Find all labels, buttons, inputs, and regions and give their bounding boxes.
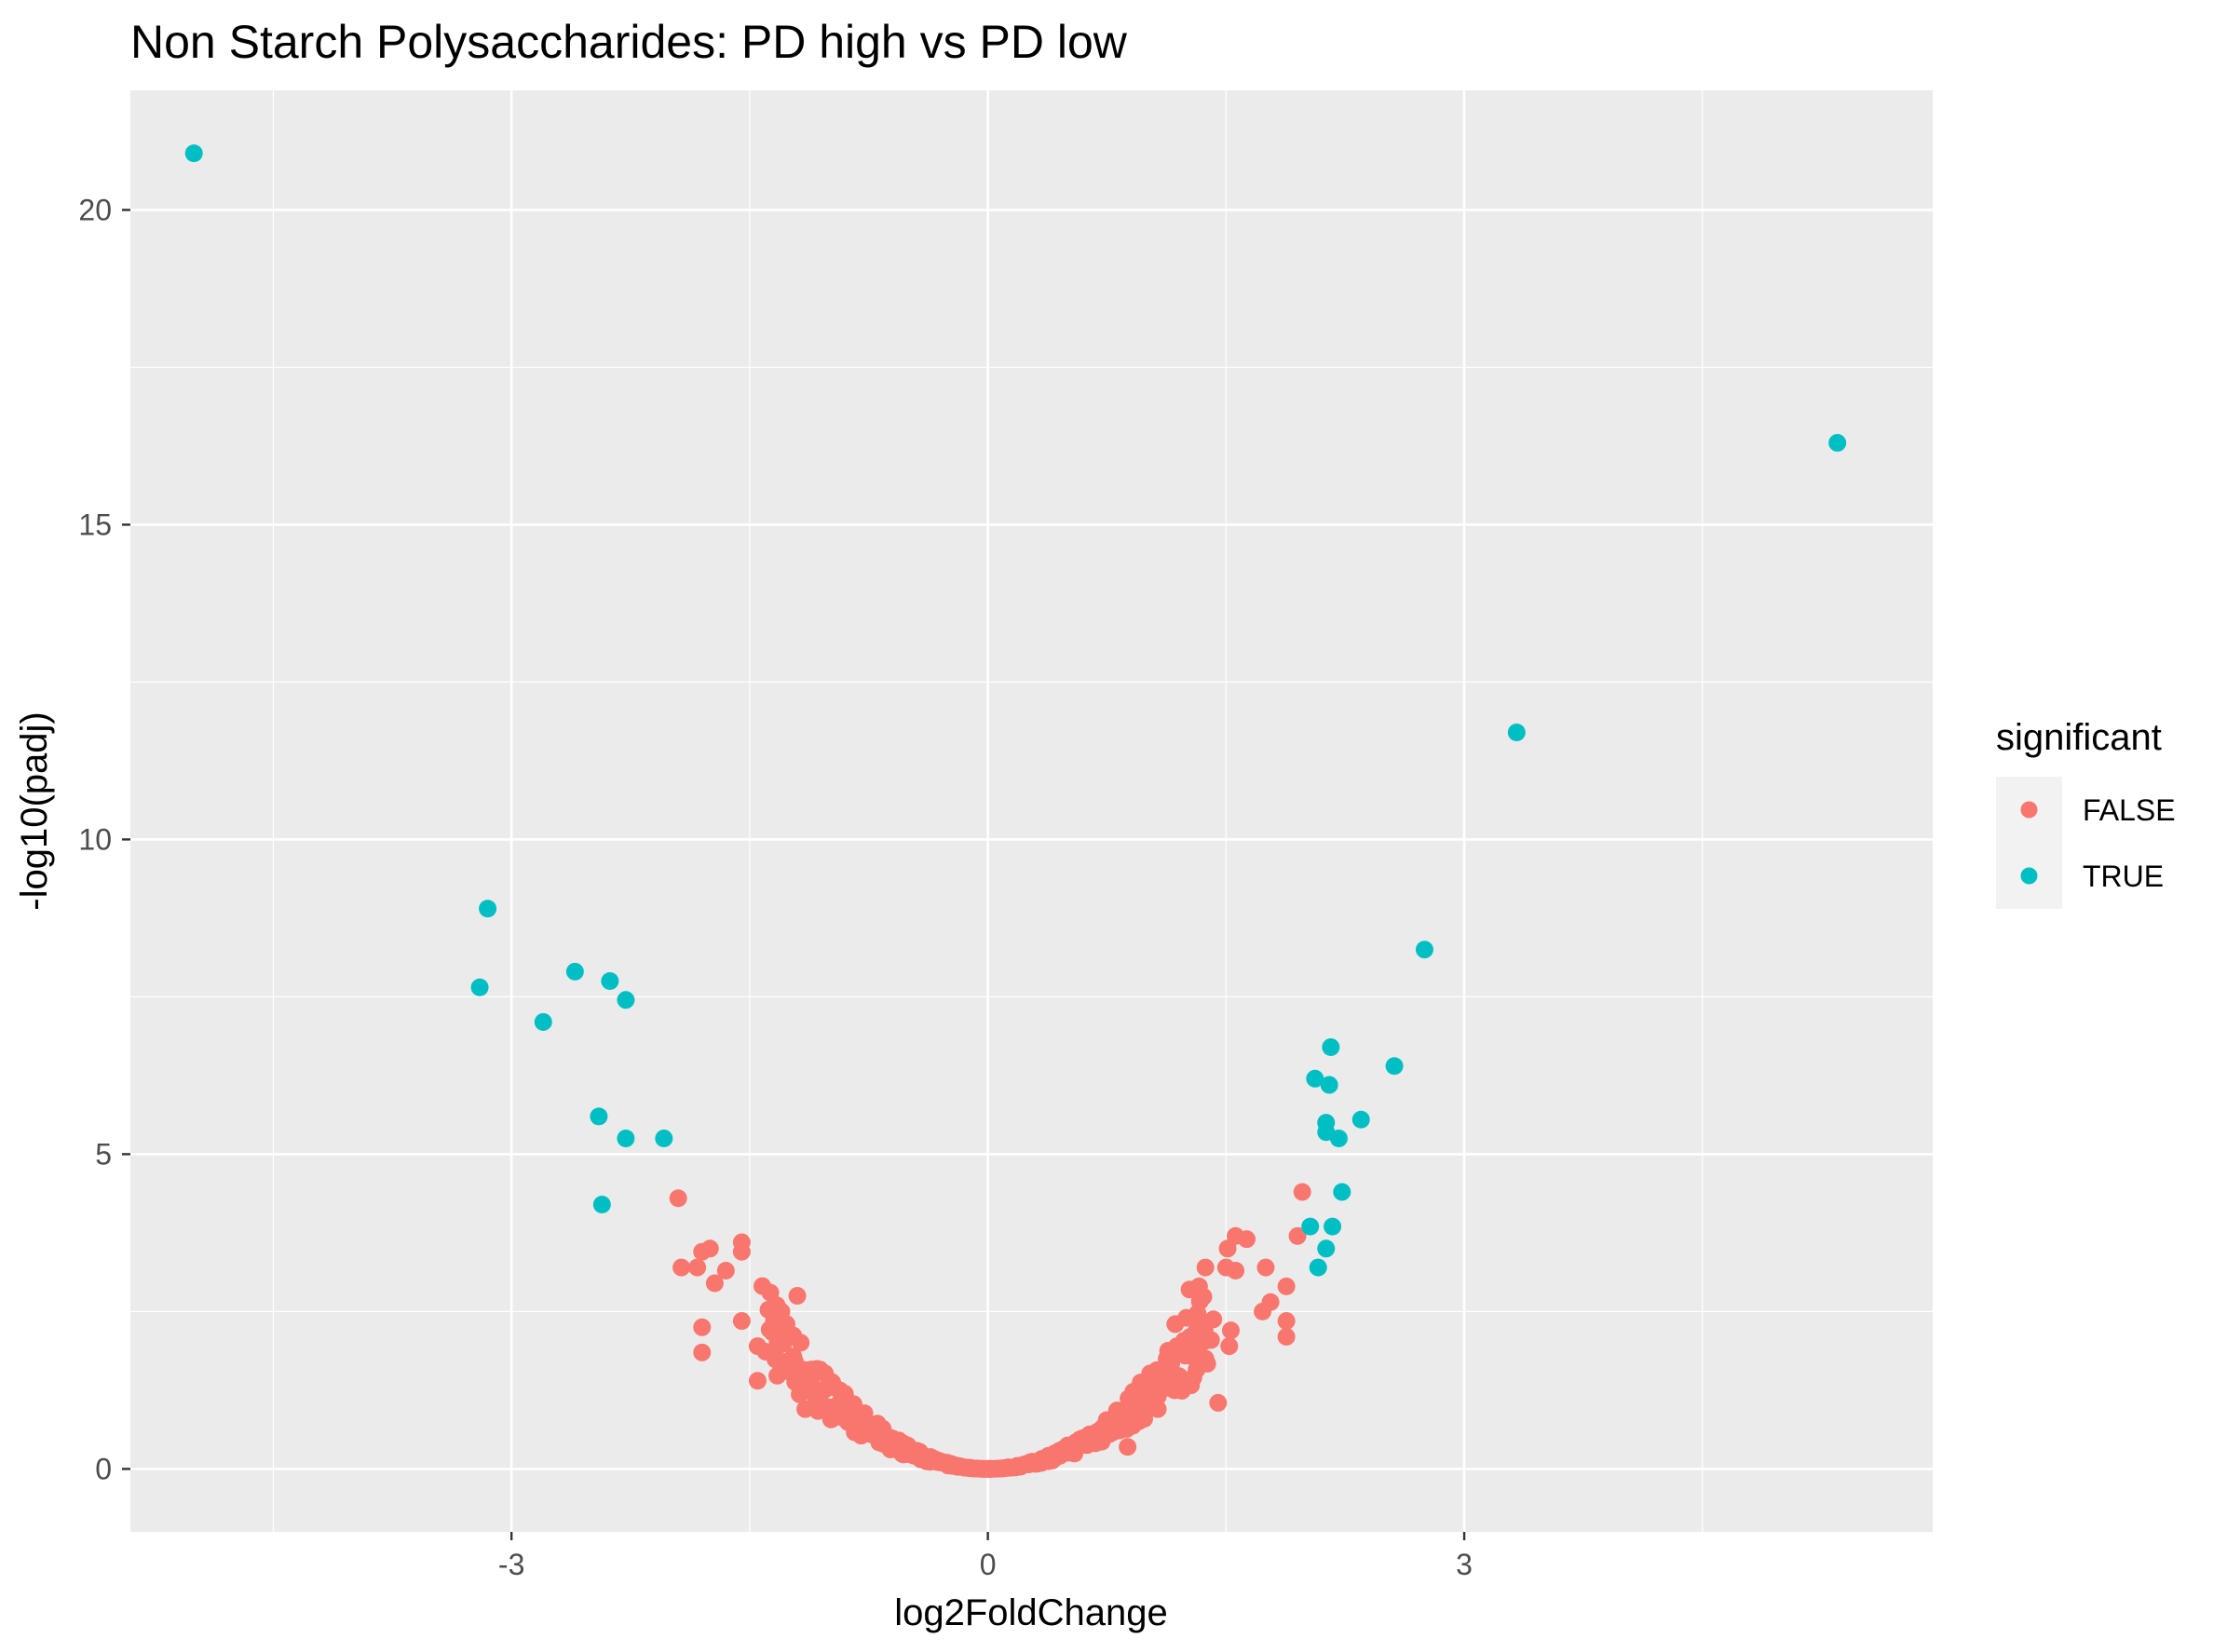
plot-panel (130, 90, 1933, 1532)
point-false (1220, 1337, 1239, 1356)
series-true-points (184, 144, 1847, 1277)
y-tick-label: 15 (78, 508, 112, 541)
point-true (565, 962, 584, 981)
point-true (1415, 941, 1433, 959)
y-tick-label: 5 (95, 1137, 112, 1171)
point-false (1238, 1230, 1256, 1249)
point-true (1301, 1217, 1320, 1236)
chart-title: Non Starch Polysaccharides: PD high vs P… (130, 16, 1128, 68)
point-false (1209, 1393, 1228, 1412)
point-false (669, 1189, 687, 1208)
point-false (705, 1274, 724, 1293)
point-false (1204, 1310, 1223, 1329)
point-true (184, 144, 203, 163)
point-false (1218, 1239, 1237, 1258)
point-false (1180, 1280, 1199, 1299)
point-true (1333, 1183, 1351, 1201)
point-false (1119, 1438, 1137, 1456)
legend-label-true: TRUE (2083, 860, 2164, 893)
x-tick-label: 0 (980, 1548, 997, 1581)
point-false (1288, 1226, 1307, 1245)
point-true (655, 1130, 673, 1148)
y-tick-label: 20 (78, 193, 112, 226)
point-true (1320, 1076, 1338, 1094)
x-tick-label: -3 (498, 1548, 524, 1581)
point-false (792, 1334, 810, 1352)
point-true (1309, 1258, 1327, 1277)
point-false (754, 1277, 772, 1295)
point-true (1324, 1217, 1342, 1236)
point-false (693, 1318, 712, 1336)
point-false (1188, 1304, 1207, 1322)
point-false (672, 1258, 691, 1277)
point-false (1277, 1327, 1296, 1346)
point-true (1329, 1130, 1348, 1148)
x-tick-label: 3 (1456, 1548, 1473, 1581)
point-false (1166, 1315, 1185, 1334)
point-false (1216, 1258, 1235, 1277)
point-false (1277, 1277, 1296, 1295)
x-axis-label: log2FoldChange (894, 1592, 1168, 1633)
point-true (1351, 1110, 1370, 1129)
point-true (592, 1195, 611, 1213)
point-false (1221, 1321, 1240, 1340)
point-true (590, 1107, 608, 1126)
point-true (1322, 1037, 1340, 1056)
y-tick-label: 0 (95, 1452, 112, 1485)
legend: significant FALSE TRUE (1996, 717, 2176, 909)
point-false (1202, 1331, 1220, 1349)
point-true (617, 991, 635, 1009)
y-tick-label: 10 (78, 822, 112, 856)
point-false (1277, 1312, 1296, 1331)
point-true (1306, 1069, 1324, 1088)
point-true (617, 1130, 635, 1148)
point-true (470, 978, 489, 996)
point-false (1293, 1183, 1311, 1201)
point-false (1196, 1349, 1215, 1368)
series-false-points (669, 1183, 1311, 1478)
point-false (788, 1287, 807, 1306)
legend-label-false: FALSE (2083, 793, 2176, 827)
legend-key-false (2020, 801, 2038, 819)
point-false (732, 1312, 751, 1331)
point-false (1194, 1288, 1213, 1307)
point-false (688, 1258, 707, 1277)
grid-lines (130, 90, 1933, 1532)
point-false (693, 1242, 712, 1261)
point-true (1385, 1057, 1404, 1076)
point-false (693, 1343, 712, 1361)
point-false (1256, 1258, 1275, 1277)
point-false (716, 1261, 735, 1280)
point-true (479, 900, 497, 918)
legend-key-true (2020, 867, 2038, 885)
point-true (1507, 724, 1526, 742)
y-axis-label: -log10(padj) (14, 711, 55, 910)
point-false (748, 1372, 767, 1390)
point-false (1254, 1302, 1272, 1320)
legend-title: significant (1996, 717, 2162, 758)
point-true (1317, 1239, 1336, 1258)
point-false (1196, 1258, 1215, 1277)
point-true (1828, 434, 1847, 453)
axes: -3 0 3 0 5 10 15 20 (78, 193, 1473, 1581)
point-false (732, 1242, 751, 1261)
point-true (601, 972, 619, 991)
point-true (534, 1012, 552, 1031)
